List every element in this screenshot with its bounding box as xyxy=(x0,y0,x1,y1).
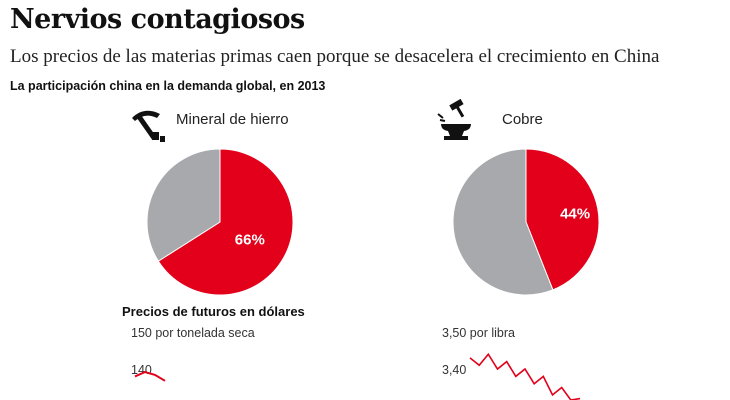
pie-copper: 44% xyxy=(452,148,600,296)
pie-title-copper: Cobre xyxy=(502,111,543,128)
slice-iron-rest xyxy=(146,148,221,262)
pie-title-iron: Mineral de hierro xyxy=(176,111,289,128)
slice-copper-china xyxy=(525,148,600,291)
headline: Nervios contagiosos xyxy=(10,4,305,35)
pie-iron: 66% xyxy=(146,148,294,296)
slice-copper-china-label: 44% xyxy=(560,206,590,223)
slice-iron-china-label: 66% xyxy=(235,231,265,248)
copper-y-tick-350: 3,50 por libra xyxy=(442,326,515,340)
iron-y-tick-150: 150 por tonelada seca xyxy=(131,326,255,340)
copper-price-line xyxy=(469,352,581,400)
section-label: La participación china en la demanda glo… xyxy=(10,79,326,93)
iron-price-line xyxy=(134,370,166,382)
anvil-hammer-icon xyxy=(437,98,471,140)
slice-iron-china xyxy=(157,148,294,296)
slice-copper-rest xyxy=(452,148,554,296)
iron-y-tick-140: 140 xyxy=(131,363,152,377)
futures-title: Precios de futuros en dólares xyxy=(122,304,305,319)
subtitle: Los precios de las materias primas caen … xyxy=(10,46,660,67)
copper-y-tick-340: 3,40 xyxy=(442,363,466,377)
pickaxe-icon xyxy=(132,110,165,142)
